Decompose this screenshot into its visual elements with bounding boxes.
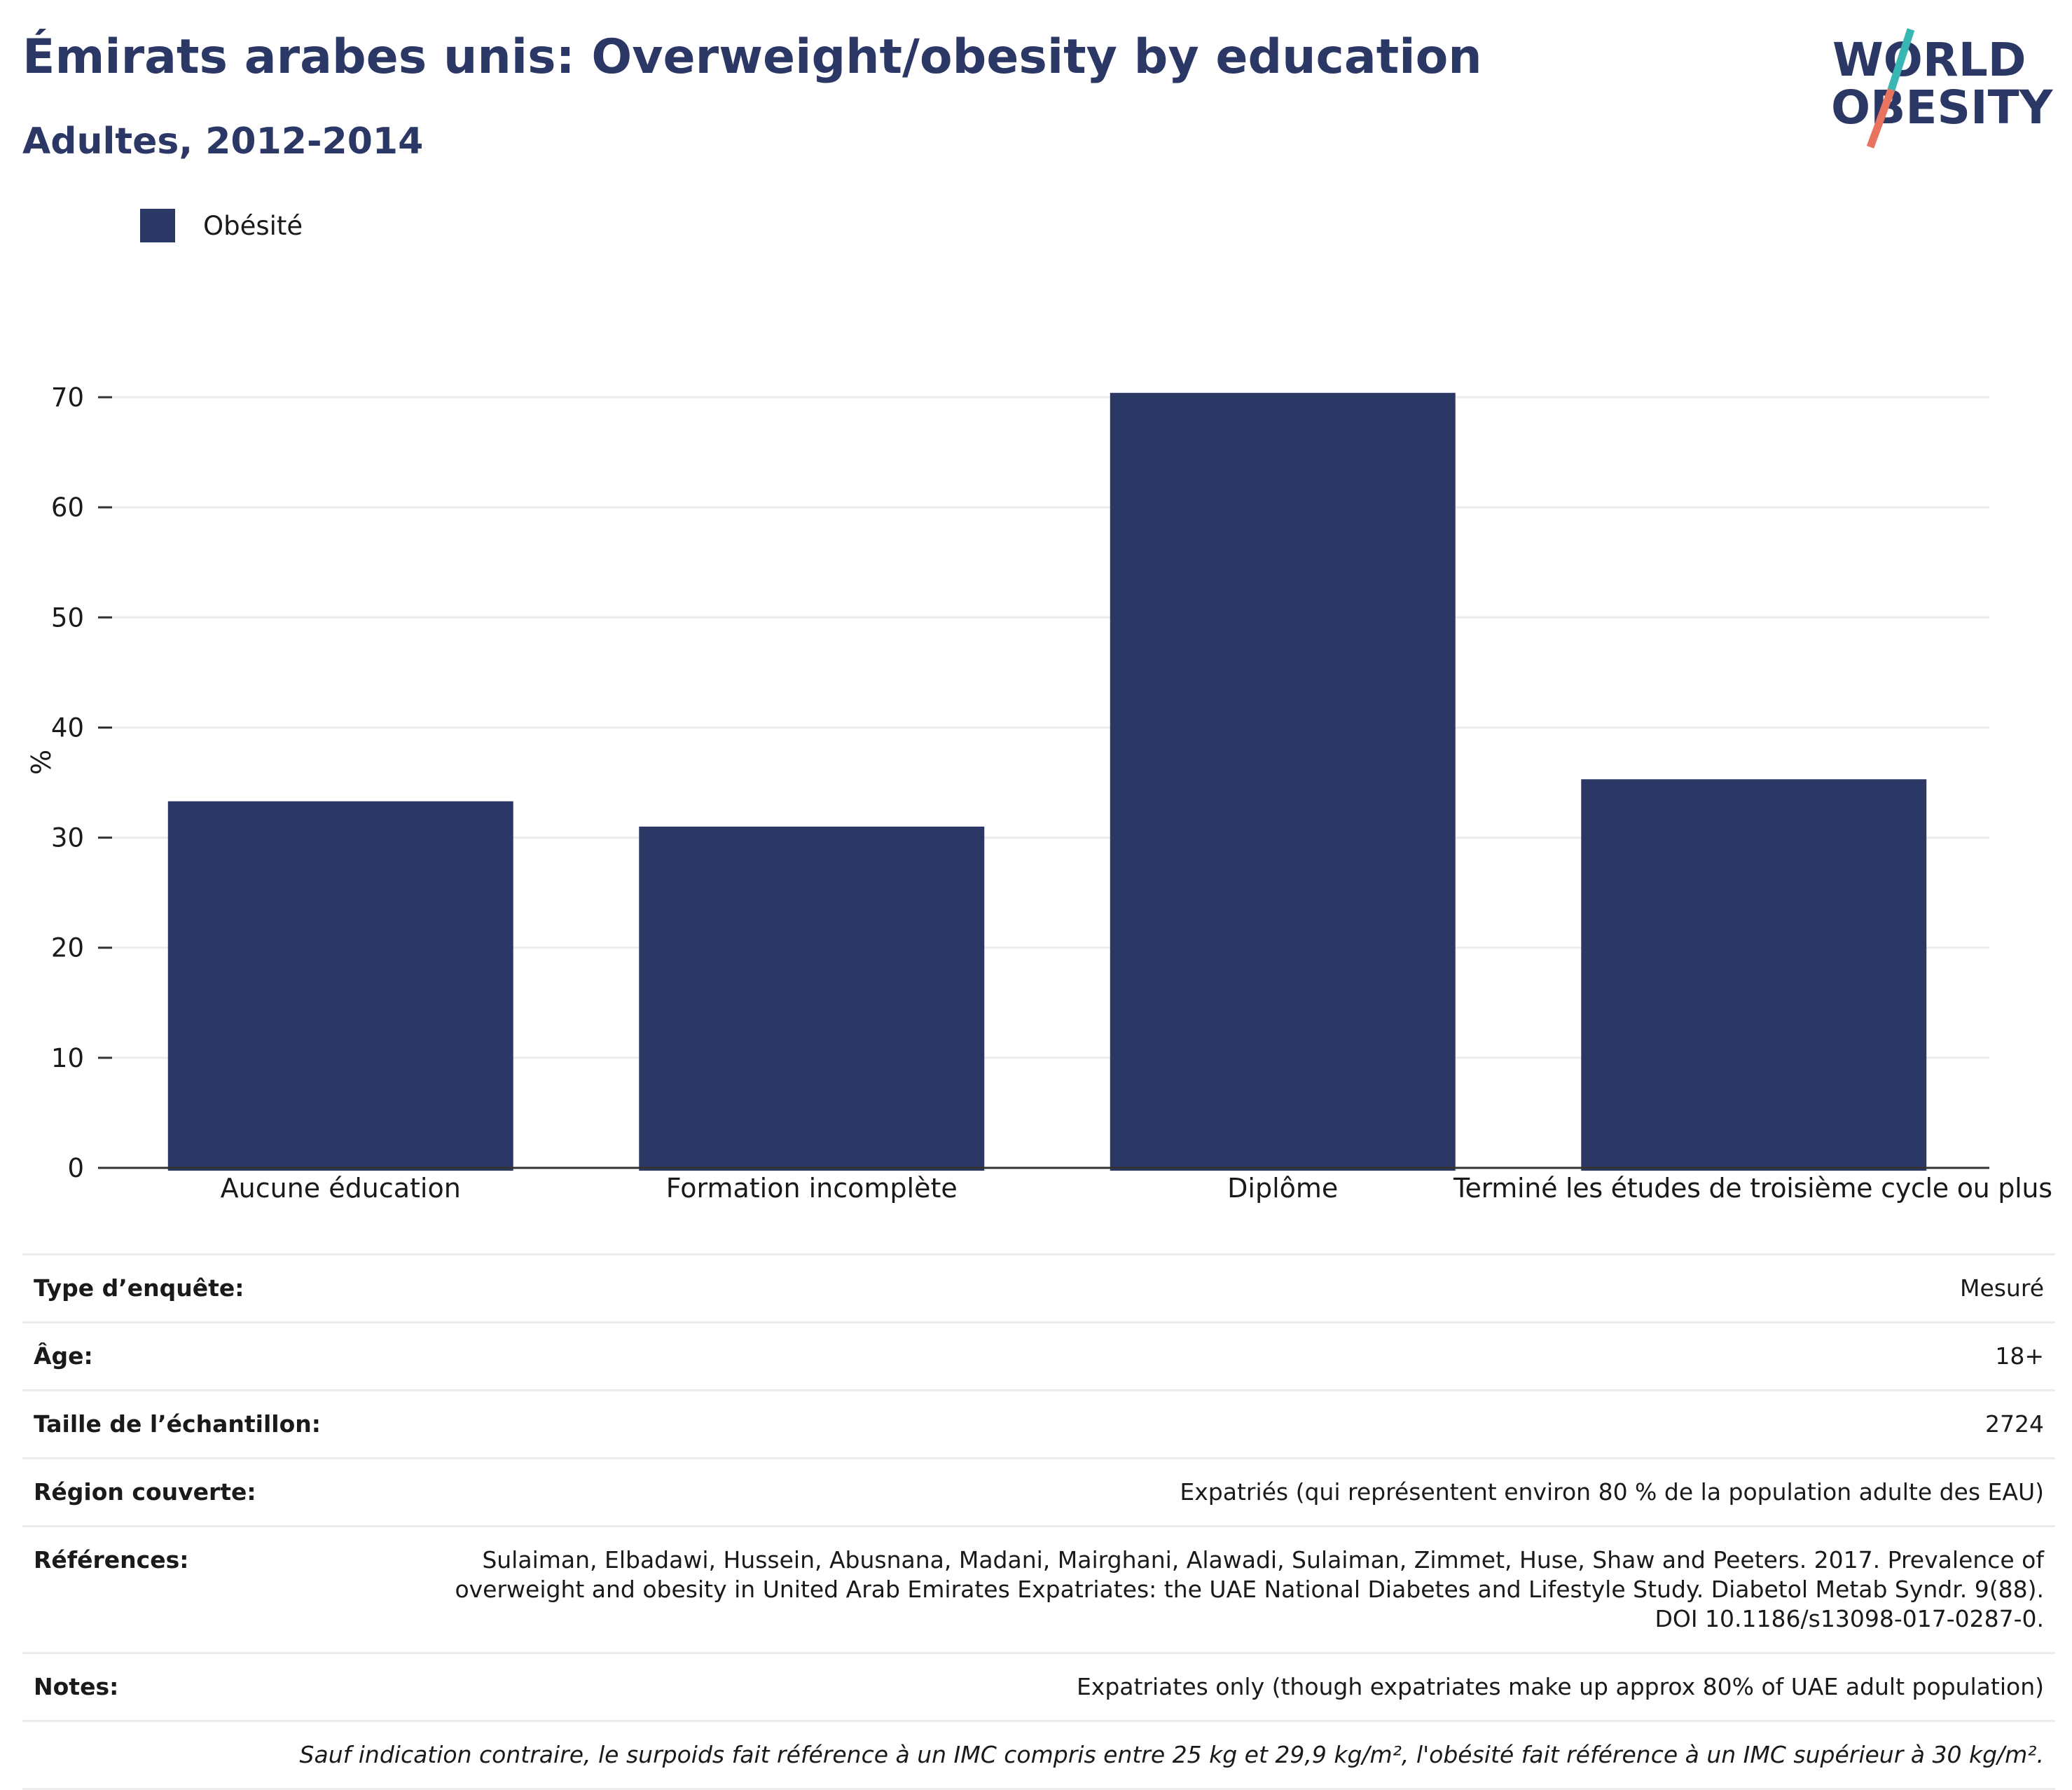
y-tick-label: 50 [51,603,84,633]
info-value: 18+ [437,1321,2055,1391]
legend-label: Obésité [203,210,303,241]
info-row: Taille de l’échantillon: 2724 [22,1389,2055,1459]
info-row: Âge: 18+ [22,1321,2055,1391]
footnote: Sauf indication contraire, le surpoids f… [22,1720,2055,1790]
x-tick-label: Diplôme [1227,1173,1338,1204]
bars [167,392,1927,1171]
info-value: Sulaiman, Elbadawi, Hussein, Abusnana, M… [437,1525,2055,1654]
y-tick-label: 10 [51,1043,84,1073]
logo-slash-coral [1866,88,1895,149]
bar-chart: 0 10 20 30 40 50 60 70 Aucune éducation Formatio… [26,383,2052,1204]
legend-swatch [140,209,175,242]
info-value: Expatriés (qui représentent environ 80 %… [437,1457,2055,1527]
bar [639,826,985,1171]
chart-subtitle: Adultes, 2012-2014 [22,121,424,163]
x-tick-label: Terminé les études de troisième cycle ou… [1453,1173,2052,1204]
y-tick-label: 20 [51,933,84,963]
info-row: Références: Sulaiman, Elbadawi, Hussein, … [22,1525,2055,1654]
y-axis-ticks: 0 10 20 30 40 50 60 70 [51,383,112,1183]
info-row: Notes: Expatriates only (though expatriat… [22,1652,2055,1722]
legend: Obésité [140,209,303,242]
info-label: Références: [22,1525,437,1654]
info-row: Type d’enquête: Mesuré [22,1253,2055,1323]
info-label: Âge: [22,1321,437,1391]
y-tick-label: 30 [51,823,84,853]
info-label: Notes: [22,1652,437,1722]
info-label: Taille de l’échantillon: [22,1389,437,1459]
info-label: Type d’enquête: [22,1253,437,1323]
logo-line-2: OBESITY [1831,81,2054,135]
y-tick-label: 70 [51,383,84,413]
info-value: 2724 [437,1389,2055,1459]
logo-slash-teal [1887,28,1915,91]
bar [1581,779,1927,1171]
x-tick-label: Aucune éducation [221,1173,461,1204]
y-tick-label: 60 [51,493,84,523]
logo-line-1: WORLD [1832,33,2026,87]
footnote-row: Sauf indication contraire, le surpoids f… [22,1720,2055,1790]
x-tick-label: Formation incomplète [666,1173,958,1204]
y-tick-label: 40 [51,712,84,743]
y-axis-label: % [26,750,57,775]
info-row: Région couverte: Expatriés (qui représent… [22,1457,2055,1527]
info-value: Mesuré [437,1253,2055,1323]
info-label: Région couverte: [22,1457,437,1527]
chart-title: Émirats arabes unis: Overweight/obesity … [22,29,1482,85]
y-tick-label: 0 [67,1153,84,1183]
bar [167,801,513,1171]
info-value: Expatriates only (though expatriates mak… [437,1652,2055,1722]
world-obesity-logo: WORLD OBESITY [1831,28,2054,149]
x-axis-labels: Aucune éducation Formation incomplète Dipl… [221,1173,2052,1204]
bar [1110,392,1456,1171]
survey-info-table: Type d’enquête: Mesuré Âge: 18+ Taille de l’… [22,1253,2055,1790]
